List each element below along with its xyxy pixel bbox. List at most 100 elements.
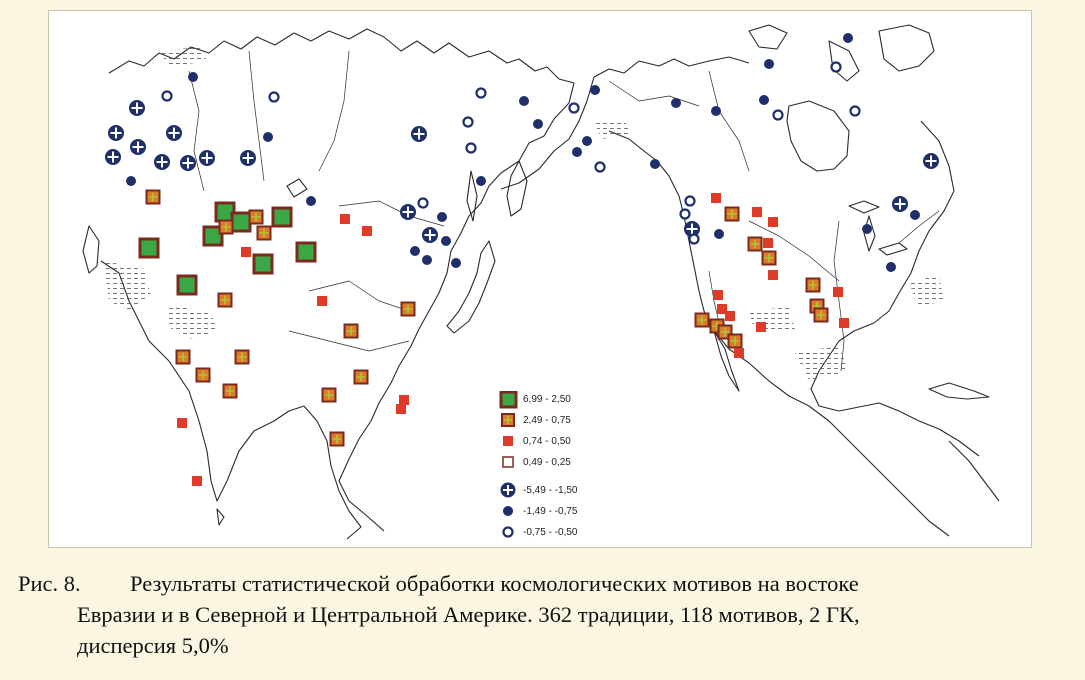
coastline-southeast-asia <box>303 405 362 540</box>
coastline-india <box>148 340 305 502</box>
map-marker-cross-square <box>724 206 740 222</box>
map-marker-cross-circle <box>411 126 427 142</box>
coastline-central-america <box>948 440 1000 502</box>
map-marker-cross-circle <box>422 227 438 243</box>
map-marker-blue-circle <box>590 85 600 95</box>
map-marker-green-square <box>202 225 224 247</box>
map-marker-blue-circle <box>188 72 198 82</box>
map-marker-green-square <box>271 206 293 228</box>
map-marker-cross-square <box>195 367 211 383</box>
map-marker-blue-circle <box>572 147 582 157</box>
map-marker-cross-circle <box>240 150 256 166</box>
map-marker-cross-circle <box>400 204 416 220</box>
map-marker-blue-circle <box>410 246 420 256</box>
map-marker-red-square <box>839 318 849 328</box>
map-marker-cross-square <box>717 324 733 340</box>
map-marker-hollow-circle <box>849 105 861 117</box>
map-marker-cross-square <box>256 225 272 241</box>
map-marker-cross-square <box>321 387 337 403</box>
caption-line-2: Евразии и в Северной и Центральной Амери… <box>77 602 860 627</box>
map-marker-red-square <box>763 238 773 248</box>
markers-layer <box>105 33 939 486</box>
map-marker-cross-circle <box>166 125 182 141</box>
map-marker-cross-square <box>727 333 743 349</box>
green-square-icon <box>499 391 518 409</box>
map-marker-blue-circle <box>126 176 136 186</box>
hatch-area-2 <box>167 306 219 339</box>
map-marker-hollow-circle <box>772 109 784 121</box>
map-marker-red-square <box>396 404 406 414</box>
legend-label: -5,49 - -1,50 <box>523 485 578 496</box>
coastline-arctic-islands <box>748 24 788 50</box>
coastline-hudson-bay <box>786 100 850 172</box>
cross-square-icon <box>501 413 515 427</box>
caption-line-1: Результаты статистической обработки косм… <box>130 571 859 596</box>
coastline-bering <box>500 76 595 190</box>
lake-erie <box>878 242 908 256</box>
lake-superior <box>848 200 880 214</box>
river-amur <box>338 200 445 227</box>
cross-circle-icon <box>500 482 516 498</box>
lake-caspian <box>82 225 100 274</box>
map-marker-cross-square <box>175 349 191 365</box>
map-marker-green-square <box>230 211 252 233</box>
map-marker-red-square <box>177 418 187 428</box>
map-marker-blue-circle <box>476 176 486 186</box>
map-marker-blue-circle <box>533 119 543 129</box>
map-marker-green-square <box>252 253 274 275</box>
hatch-area-1 <box>104 261 151 311</box>
map-marker-hollow-circle <box>594 161 606 173</box>
map-marker-hollow-circle <box>684 195 696 207</box>
map-marker-cross-square <box>145 189 161 205</box>
map-marker-red-square <box>734 348 744 358</box>
legend-label: 0,74 - 0,50 <box>523 436 571 447</box>
legend-label: -0,75 - -0,50 <box>523 527 578 538</box>
coastline-atlantic-na <box>873 120 955 324</box>
map-marker-cross-square <box>400 301 416 317</box>
map-marker-red-square <box>192 476 202 486</box>
map-marker-cross-circle <box>108 125 124 141</box>
map-marker-red-square <box>317 296 327 306</box>
map-marker-hollow-circle <box>568 102 580 114</box>
map-marker-hollow-circle <box>417 197 429 209</box>
map-marker-blue-circle <box>519 96 529 106</box>
hatch-area-7 <box>749 307 795 333</box>
hatched-areas-layer <box>104 47 944 381</box>
map-marker-green-square <box>295 241 317 263</box>
coastline-sri-lanka <box>216 508 225 526</box>
map-marker-red-square <box>725 311 735 321</box>
river-missouri <box>748 220 840 282</box>
map-marker-blue-circle <box>714 229 724 239</box>
map-marker-blue-circle <box>451 258 461 268</box>
map-marker-cross-circle <box>129 100 145 116</box>
map-marker-blue-circle <box>306 196 316 206</box>
map-marker-cross-square <box>813 307 829 323</box>
map-marker-blue-circle <box>862 224 872 234</box>
map-marker-red-square <box>768 270 778 280</box>
map-marker-hollow-circle <box>161 90 173 102</box>
map-figure: 6,99 - 2,50 2,49 - 0,75 0,74 - 0,50 0,49… <box>48 10 1032 548</box>
river-huanghe <box>308 280 410 312</box>
map-marker-red-square <box>717 304 727 314</box>
map-marker-cross-circle <box>684 221 700 237</box>
map-marker-red-square <box>833 287 843 297</box>
map-marker-cross-square <box>747 236 763 252</box>
river-yukon <box>608 80 700 107</box>
map-marker-hollow-circle <box>268 91 280 103</box>
map-marker-hollow-circle <box>462 116 474 128</box>
map-marker-hollow-circle <box>679 208 691 220</box>
coastline-japan <box>446 240 496 334</box>
coastline-pacific-asia <box>338 82 575 532</box>
coastline-cuba <box>928 382 990 400</box>
map-marker-blue-circle <box>759 95 769 105</box>
map-marker-cross-circle <box>154 154 170 170</box>
map-marker-blue-circle <box>437 212 447 222</box>
map-marker-blue-circle <box>441 236 451 246</box>
map-marker-cross-square <box>805 277 821 293</box>
hatch-area-6 <box>909 276 944 307</box>
hollow-square-icon <box>502 456 514 468</box>
map-marker-cross-circle <box>130 139 146 155</box>
map-marker-blue-circle <box>910 210 920 220</box>
legend-label: 2,49 - 0,75 <box>523 415 571 426</box>
hatch-area-4 <box>594 119 631 139</box>
